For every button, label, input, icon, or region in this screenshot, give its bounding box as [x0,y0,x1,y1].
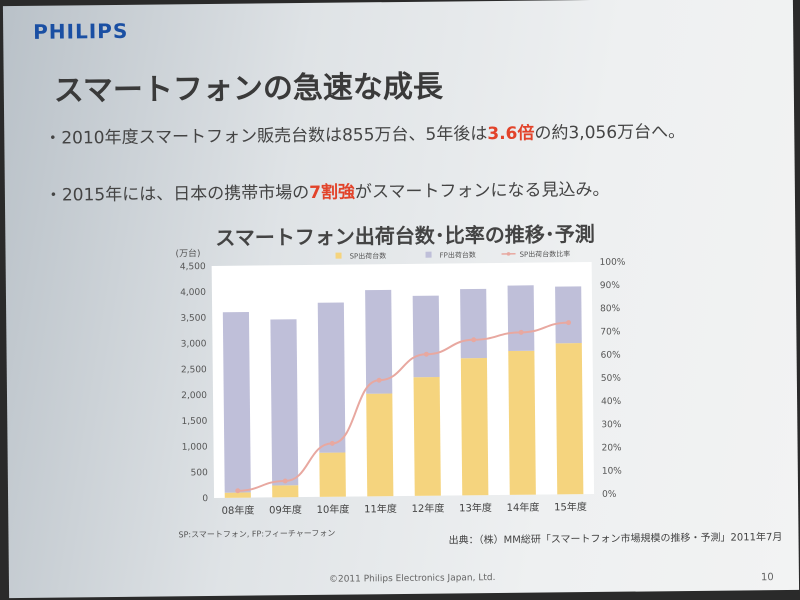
legend-label: SP出荷台数比率 [520,249,571,259]
y-tick-label: 4,000 [180,288,206,298]
ratio-line [237,321,569,492]
bar-fp [460,288,487,359]
copyright: ©2011 Philips Electronics Japan, Ltd. [328,573,496,585]
x-tick-label: 13年度 [459,501,492,514]
ratio-point [282,478,288,484]
page-number: 10 [760,572,774,584]
bar-fp [365,289,393,394]
y-tick-label: 500 [191,468,209,478]
ratio-point [423,351,429,357]
bar-sp [555,343,584,495]
bar-sp [460,357,489,496]
ratio-point [235,488,241,494]
bar-fp [507,285,535,352]
legend-swatch [425,251,432,258]
bar-sp [508,350,536,495]
y2-tick-label: 90% [600,281,621,291]
y2-tick-label: 70% [600,327,621,337]
y2-tick-label: 60% [601,350,622,360]
y-tick-label: 2,000 [181,391,207,401]
bar-sp [224,492,251,498]
plot-area [211,262,595,498]
y-tick-label: 1,500 [181,417,207,427]
y2-tick-label: 10% [602,466,623,476]
x-tick-label: 15年度 [554,500,587,513]
x-tick-label: 10年度 [317,503,350,516]
x-tick-label: 11年度 [364,502,397,515]
y-tick-label: 4,500 [180,262,206,272]
ratio-point [518,329,524,335]
y-axis-unit: (万台) [175,247,200,259]
y2-tick-label: 80% [600,304,621,314]
bar-sp [413,377,441,496]
legend-label: FP出荷台数 [440,250,476,259]
bar-sp [272,485,299,498]
bar-fp [555,286,582,344]
y-tick-label: 3,500 [180,314,206,324]
bar-fp [317,302,346,453]
y2-tick-label: 100% [600,258,626,268]
y2-tick-label: 40% [601,397,622,407]
ratio-point [329,440,335,446]
bar-fp [412,295,440,378]
y2-tick-label: 50% [601,374,622,384]
y-tick-label: 0 [202,494,208,504]
y-tick-label: 1,000 [182,442,208,452]
x-tick-label: 09年度 [269,503,302,516]
y-tick-label: 2,500 [181,365,207,375]
y2-tick-label: 30% [601,420,622,430]
y-tick-label: 3,000 [181,339,207,349]
bar-sp [319,452,346,497]
legend-label: SP出荷台数 [350,251,387,260]
bar-fp [270,319,299,486]
ratio-point [471,337,477,343]
bar-sp [366,393,394,497]
chart: 0 500 1,000 1,500 2,000 2,500 3,000 3,500 4,000 4… [175,247,626,517]
bar-fp [222,311,251,493]
abbreviation-note: SP:スマートフォン, FP:フィーチャーフォン [178,528,336,540]
legend-swatch-point [506,252,511,256]
y2-tick-label: 0% [602,490,617,500]
x-tick-label: 08年度 [222,504,255,517]
ratio-point [376,377,382,383]
y2-tick-label: 20% [602,443,623,453]
legend-swatch [335,252,342,259]
ratio-point [566,320,572,326]
x-tick-label: 12年度 [412,502,445,515]
x-tick-label: 14年度 [507,501,540,514]
